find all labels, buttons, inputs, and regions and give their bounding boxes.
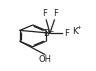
- Text: K: K: [72, 27, 78, 36]
- Text: −: −: [48, 28, 54, 33]
- Text: B: B: [43, 29, 49, 37]
- Text: F: F: [64, 29, 69, 38]
- Text: F: F: [53, 9, 58, 18]
- Text: F: F: [42, 9, 47, 18]
- Text: OH: OH: [38, 55, 51, 64]
- Text: +: +: [77, 25, 81, 30]
